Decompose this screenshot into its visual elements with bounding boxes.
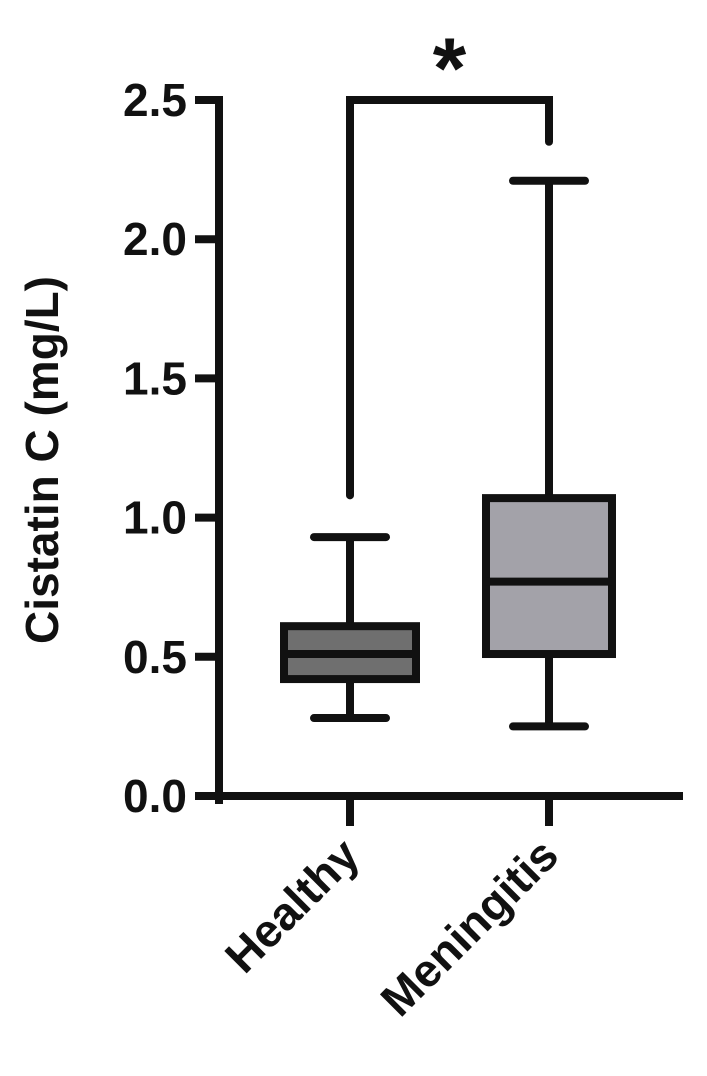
significance-layer: * <box>346 21 553 500</box>
y-tick-label: 1.0 <box>123 492 187 544</box>
y-axis-title: Cistatin C (mg/L) <box>16 276 68 644</box>
y-tick-label: 0.0 <box>123 770 187 822</box>
box-healthy <box>280 533 420 723</box>
significance-asterisk: * <box>433 21 467 117</box>
x-tick-label: Meningitis <box>370 828 568 1026</box>
box-meningitis <box>482 176 616 731</box>
y-tick-label: 2.0 <box>123 213 187 265</box>
x-tick-label: Healthy <box>215 828 370 983</box>
y-tick-label: 2.5 <box>123 74 187 126</box>
y-tick-label: 0.5 <box>123 631 187 683</box>
y-tick-label: 1.5 <box>123 352 187 404</box>
boxes-layer <box>280 176 616 731</box>
iqr-box <box>482 494 616 659</box>
significance-bracket <box>346 96 553 500</box>
